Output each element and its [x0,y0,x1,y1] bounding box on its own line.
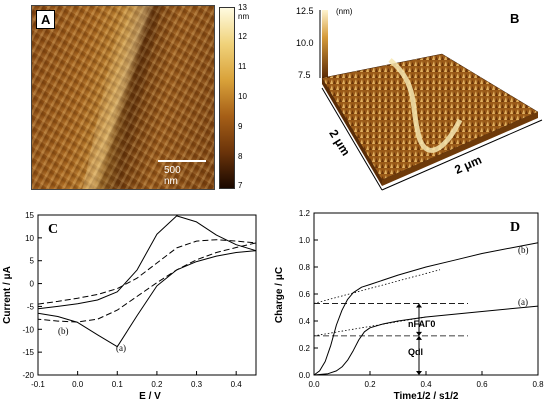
x-axis-label: Time1/2 / s1/2 [394,391,459,402]
panel-b-surface: 12.5 10.0 7.5 (nm) 2 μm 2 μm [296,6,543,191]
series-curve [37,215,257,348]
x-tick-label: 0.2 [364,380,376,389]
x-tick-label: 0.8 [532,380,544,389]
x-tick-label: 0.0 [72,380,84,389]
z-unit: (nm) [336,7,353,16]
y-tick-label: -20 [22,371,34,380]
y-tick-label: 0.0 [299,371,311,380]
z-colorbar [322,10,328,78]
x-axis-label: E / V [139,391,161,402]
height-colorbar [219,7,235,189]
y-tick-label: 0 [30,280,35,289]
z-tick: 10.0 [296,38,314,48]
z-tick: 7.5 [298,70,311,80]
curve-annotation: nFAΓ0 [408,319,435,329]
curve-annotation: Qdl [408,347,423,357]
panel-d-label: D [510,220,520,235]
y-tick-label: 0.8 [299,263,311,272]
colorbar-tick: 10 [238,92,247,101]
panel-d-chart: 0.0 0.2 0.4 0.6 0.8 0.0 0.2 0.4 0.6 0.8 1.0 1.2 D C… [274,209,544,402]
surface-side-left [322,78,382,186]
colorbar-tick: 8 [238,152,243,161]
y-axis-label: Charge / μC [274,267,285,323]
colorbar-tick: 13 nm [238,3,250,21]
afm-topography-image [31,5,215,190]
y-tick-label: 10 [25,234,34,243]
arrow-head [416,331,422,336]
y-tick-label: 1.0 [299,236,311,245]
base-axis-left [321,87,383,191]
curve-annotation: (b) [58,326,69,336]
x-tick-label: 0.2 [151,380,163,389]
series-curve [313,242,539,376]
z-tick: 12.5 [296,6,314,16]
x-tick-label: 0.6 [476,380,488,389]
y-tick-label: 0.6 [299,290,311,299]
scale-bar-label: 500 nm [164,165,181,187]
panel-a-label: A [36,10,56,29]
panel-c-chart: -0.1 0.0 0.1 0.2 0.3 0.4 15 10 5 0 -5 -10 -15 -20 C C… [2,211,257,402]
surface-ridge [388,58,463,153]
series-curve [37,239,257,323]
arrow-head [416,335,422,340]
base-axis-right [381,119,543,191]
colorbar-tick: 11 [238,62,247,71]
afm-step-ridge [82,6,162,189]
y-tick-label: -15 [22,348,34,357]
colorbar-tick: 7 [238,181,243,190]
x-tick-label: 0.3 [191,380,203,389]
curve-annotation: (a) [518,297,528,307]
axis-label-right: 2 μm [452,153,483,177]
x-tick-label: 0.0 [308,380,320,389]
y-tick-label: -10 [22,325,34,334]
y-tick-label: 0.4 [299,317,311,326]
y-axis-label: Current / μA [2,266,13,324]
x-tick-label: -0.1 [31,380,45,389]
panel-c-label: C [48,222,58,237]
plot-frame [37,214,257,376]
y-tick-label: 15 [25,211,34,220]
curve-annotation: (a) [116,343,126,353]
x-tick-label: 0.4 [231,380,243,389]
arrow-head [416,303,422,308]
colorbar-tick: 9 [238,122,243,131]
plot-frame [313,212,539,376]
y-tick-label: 0.2 [299,344,311,353]
y-tick-label: 5 [30,257,35,266]
colorbar-tick: 12 [238,32,247,41]
scale-bar [158,160,206,162]
surface-side-right [382,112,538,186]
axis-label-left: 2 μm [326,127,353,158]
y-tick-label: 1.2 [299,209,311,218]
extrapolation-line [313,269,441,304]
curve-annotation: (b) [518,245,529,255]
x-tick-label: 0.4 [420,380,432,389]
panel-b-label: B [510,11,520,26]
arrow-head [416,371,422,375]
series-curve [313,305,539,376]
x-tick-label: 0.1 [112,380,124,389]
y-tick-label: -5 [27,302,35,311]
